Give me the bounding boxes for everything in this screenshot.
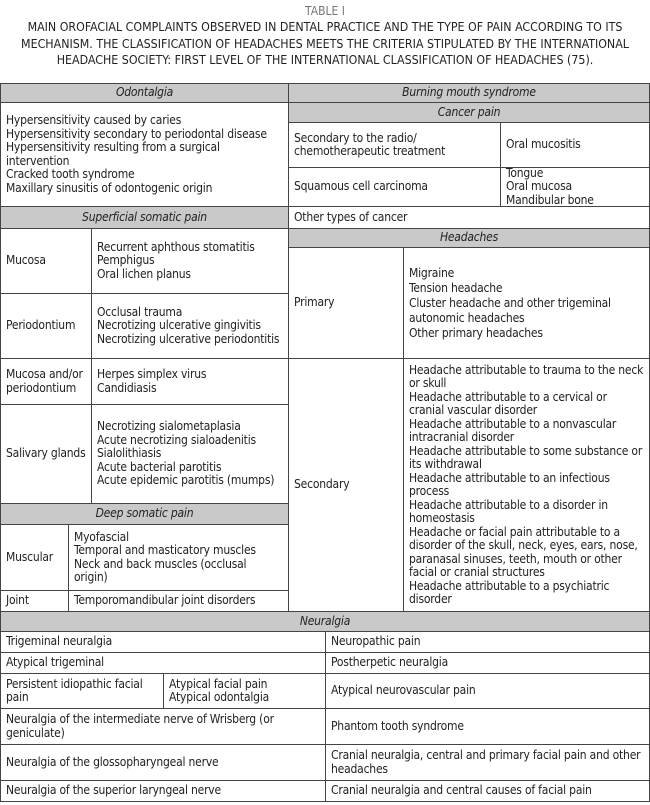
odontalgia-items: Hypersensitivity caused by caries Hypers… (0, 102, 289, 207)
table-cell: Neuralgia of the intermediate nerve of W… (0, 708, 326, 745)
table-cell: Salivary glands (0, 404, 92, 504)
table-cell: Secondary (288, 358, 404, 612)
table-cell: Atypical trigeminal (0, 652, 326, 674)
table-cell: Occlusal trauma Necrotizing ulcerative g… (91, 293, 289, 359)
table-label: TABLE I (305, 4, 345, 18)
table-cell: Neuralgia of the glossopharyngeal nerve (0, 744, 326, 781)
table-cell: Neuropathic pain (325, 631, 650, 653)
table-cell: Neuralgia of the superior laryngeal nerv… (0, 780, 326, 802)
table-cell: Persistent idiopathic facial pain (0, 673, 164, 709)
table-cell: Other types of cancer (288, 206, 650, 229)
table-cell: Mucosa (0, 228, 92, 294)
table-cell: Migraine Tension headache Cluster headac… (403, 247, 650, 359)
table-cell: Periodontium (0, 293, 92, 359)
deep-header: Deep somatic pain (0, 503, 289, 525)
table-cell: Mucosa and/or periodontium (0, 358, 92, 405)
table-cell: Atypical neurovascular pain (325, 673, 650, 709)
table-cell: Secondary to the radio/ chemotherapeutic… (288, 122, 501, 168)
cancer-header: Cancer pain (288, 102, 650, 123)
table-cell: Cranial neuralgia, central and primary f… (325, 744, 650, 781)
table-cell: Headache attributable to trauma to the n… (403, 358, 650, 612)
odontalgia-header: Odontalgia (0, 83, 289, 103)
table-cell: Trigeminal neuralgia (0, 631, 326, 653)
table-cell: Tongue Oral mucosa Mandibular bone (500, 166, 650, 207)
table-cell: Recurrent aphthous stomatitis Pemphigus … (91, 228, 289, 294)
table-cell: Phantom tooth syndrome (325, 708, 650, 745)
neuralgia-header: Neuralgia (0, 611, 650, 632)
superficial-header: Superficial somatic pain (0, 206, 289, 229)
headaches-header: Headaches (288, 228, 650, 248)
table-cell: Muscular (0, 524, 69, 591)
table-cell: Cranial neuralgia and central causes of … (325, 780, 650, 802)
table-cell: Joint (0, 590, 69, 612)
table-cell: Herpes simplex virus Candidiasis (91, 358, 289, 405)
burning-mouth-header: Burning mouth syndrome (288, 83, 650, 103)
table-cell: Postherpetic neuralgia (325, 652, 650, 674)
table-cell: Primary (288, 247, 404, 359)
table-cell: Necrotizing sialometaplasia Acute necrot… (91, 404, 289, 504)
table-cell: Squamous cell carcinoma (288, 167, 501, 207)
table-cell: Oral mucositis (500, 122, 650, 168)
table-cell: Atypical facial pain Atypical odontalgia (163, 673, 326, 709)
table-caption: MAIN OROFACIAL COMPLAINTS OBSERVED IN DE… (21, 20, 629, 67)
table-cell: Temporomandibular joint disorders (68, 590, 289, 612)
table-cell: Myofascial Temporal and masticatory musc… (68, 524, 289, 591)
